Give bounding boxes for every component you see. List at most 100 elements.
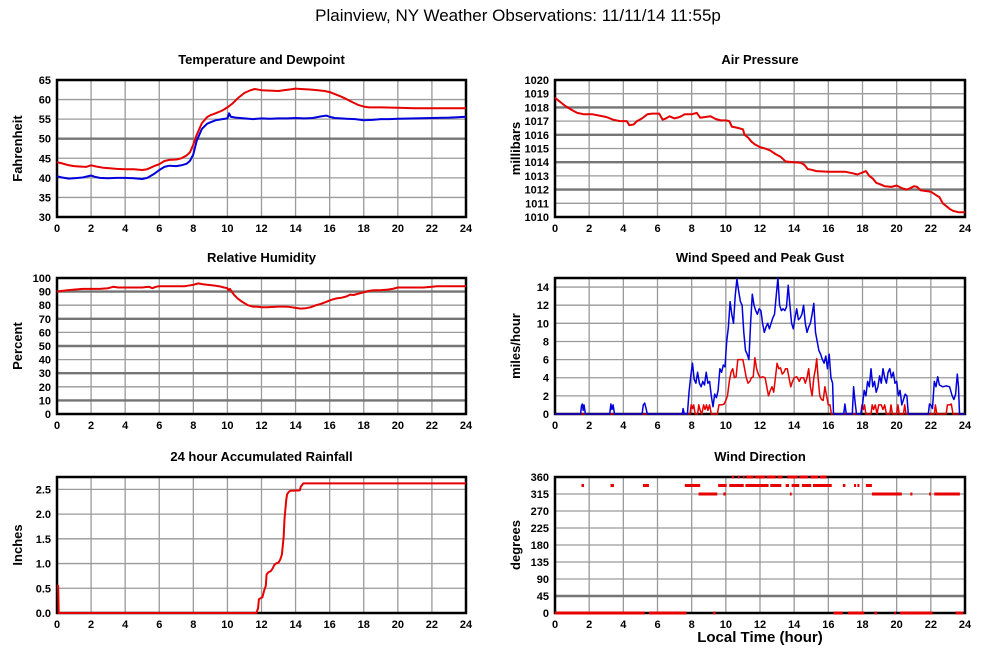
rainfall-series-rainfall (57, 482, 466, 614)
y-axis-label-temperature: Fahrenheit (10, 115, 25, 182)
temperature-ytick: 40 (39, 173, 51, 185)
temperature-ytick: 60 (39, 95, 51, 107)
rainfall-ytick: 2.0 (36, 509, 51, 521)
pressure-xtick: 20 (891, 223, 903, 235)
temperature-xtick: 12 (255, 223, 267, 235)
chart-title-wind: Wind Speed and Peak Gust (675, 250, 845, 265)
temperature-ytick: 65 (39, 75, 51, 87)
rainfall-gridlines (57, 477, 466, 613)
humidity-ytick: 30 (39, 368, 51, 380)
wind-gridlines (555, 278, 965, 414)
humidity-xtick: 6 (156, 420, 162, 432)
pressure-xtick: 16 (822, 223, 834, 235)
wind-xtick: 8 (689, 420, 695, 432)
humidity-xtick: 22 (426, 420, 438, 432)
pressure-xtick: 8 (689, 223, 695, 235)
direction-ytick: 225 (531, 523, 549, 535)
temperature-xtick: 0 (54, 223, 60, 235)
humidity-ytick: 20 (39, 382, 51, 394)
pressure-chart: 1010101110121013101410151016101710181019… (525, 75, 972, 235)
humidity-ytick: 10 (39, 395, 51, 407)
temperature-ytick: 55 (39, 114, 51, 126)
rainfall-xtick: 8 (190, 619, 196, 631)
pressure-ytick: 1012 (525, 185, 549, 197)
rainfall-ytick: 1.0 (36, 559, 51, 571)
humidity-xtick: 16 (324, 420, 336, 432)
temperature-xtick: 20 (392, 223, 404, 235)
pressure-ytick: 1014 (525, 157, 550, 169)
wind-xtick: 14 (788, 420, 801, 432)
wind-xtick: 20 (891, 420, 903, 432)
page-title: Plainview, NY Weather Observations: 11/1… (315, 6, 721, 25)
humidity-xtick: 8 (190, 420, 196, 432)
pressure-gridlines (555, 80, 965, 217)
pressure-ytick: 1019 (525, 89, 549, 101)
direction-ytick: 0 (543, 608, 549, 620)
rainfall-xtick: 22 (426, 619, 438, 631)
humidity-xtick: 20 (392, 420, 404, 432)
temperature-xtick: 24 (460, 223, 473, 235)
wind-ytick: 14 (537, 282, 550, 294)
pressure-ytick: 1017 (525, 116, 549, 128)
humidity-xtick: 18 (358, 420, 370, 432)
wind-xtick: 18 (856, 420, 868, 432)
rainfall-ytick: 0.0 (36, 608, 51, 620)
temperature-ytick: 45 (39, 153, 51, 165)
direction-ytick: 135 (531, 557, 549, 569)
direction-ytick: 270 (531, 506, 549, 518)
rainfall-chart: 0.00.51.01.52.02.50 2 4 6 8 10 12 14 16 18 20 22 24 (36, 475, 473, 631)
pressure-xtick: 12 (754, 223, 766, 235)
humidity-xtick: 12 (255, 420, 267, 432)
direction-ytick: 315 (531, 489, 549, 501)
rainfall-xtick: 6 (156, 619, 162, 631)
chart-title-direction: Wind Direction (714, 449, 806, 464)
pressure-ytick: 1018 (525, 102, 549, 114)
direction-xtick: 4 (620, 619, 627, 631)
rainfall-ytick: 1.5 (36, 534, 51, 546)
rainfall-xtick: 24 (460, 619, 473, 631)
rainfall-ytick: 0.5 (36, 583, 51, 595)
direction-ytick: 360 (531, 472, 549, 484)
temperature-xtick: 8 (190, 223, 196, 235)
direction-ytick: 180 (531, 540, 549, 552)
temperature-gridlines (57, 80, 466, 217)
humidity-ytick: 90 (39, 287, 51, 299)
rainfall-xtick: 10 (221, 619, 233, 631)
pressure-ytick: 1015 (525, 144, 549, 156)
chart-title-humidity: Relative Humidity (206, 250, 317, 265)
rainfall-xtick: 12 (255, 619, 267, 631)
wind-ytick: 2 (543, 391, 549, 403)
temperature-xtick: 2 (88, 223, 94, 235)
y-axis-label-rainfall: Inches (10, 524, 25, 566)
wind-xtick: 6 (654, 420, 660, 432)
direction-xtick: 24 (959, 619, 972, 631)
direction-xtick: 10 (720, 619, 732, 631)
direction-xtick: 6 (654, 619, 660, 631)
rainfall-tick-labels: 0.00.51.01.52.02.50 2 4 6 8 10 12 14 16 18 20 22 24 (36, 484, 473, 631)
direction-xtick: 16 (822, 619, 834, 631)
direction-xtick: 2 (586, 619, 592, 631)
wind-xtick: 12 (754, 420, 766, 432)
wind-ytick: 8 (543, 336, 549, 348)
pressure-tick-labels: 1010101110121013101410151016101710181019… (525, 75, 972, 235)
rainfall-frame (55, 475, 468, 615)
humidity-ytick: 100 (33, 273, 51, 285)
wind-xtick: 10 (720, 420, 732, 432)
humidity-xtick: 4 (122, 420, 129, 432)
wind-ytick: 4 (543, 373, 550, 385)
humidity-xtick: 10 (221, 420, 233, 432)
x-axis-label: Local Time (hour) (697, 629, 823, 646)
temperature-series-temperature (56, 87, 466, 171)
pressure-xtick: 6 (654, 223, 660, 235)
pressure-series-pressure (554, 97, 965, 214)
y-axis-label-direction: degrees (508, 520, 523, 570)
rainfall-xtick: 4 (122, 619, 129, 631)
pressure-xtick: 22 (925, 223, 937, 235)
y-axis-label-pressure: millibars (508, 121, 523, 176)
pressure-ytick: 1010 (525, 212, 549, 224)
